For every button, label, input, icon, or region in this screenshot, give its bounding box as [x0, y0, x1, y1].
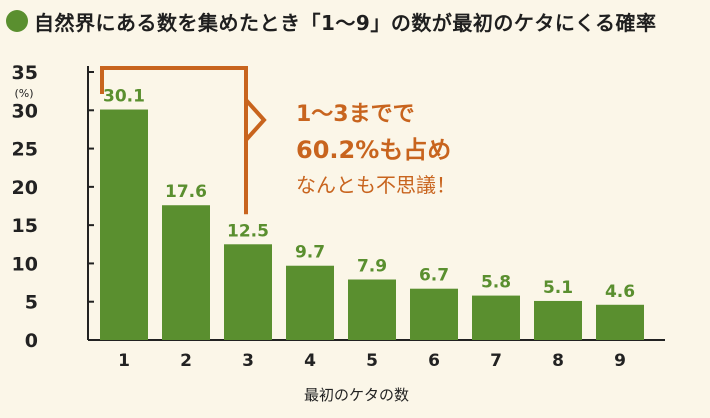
- y-tick-label: 30: [12, 100, 38, 122]
- y-tick-label: 10: [12, 253, 38, 275]
- data-label-7: 5.8: [481, 273, 511, 293]
- x-tick-label-1: 1: [118, 351, 130, 371]
- data-label-2: 17.6: [165, 182, 207, 202]
- data-label-4: 9.7: [295, 243, 325, 263]
- data-label-3: 12.5: [227, 221, 269, 241]
- bar-1: [100, 109, 148, 341]
- y-tick-label: 35: [12, 62, 38, 84]
- data-label-1: 30.1: [103, 87, 145, 107]
- bracket-line: [100, 66, 248, 215]
- bar-8: [534, 300, 582, 340]
- data-label-8: 5.1: [543, 278, 573, 298]
- x-tick-label-2: 2: [180, 351, 192, 371]
- data-label-9: 4.6: [605, 282, 635, 302]
- x-tick-label-8: 8: [552, 351, 564, 371]
- bar-5: [348, 279, 396, 340]
- y-tick-label: 15: [12, 215, 38, 237]
- y-axis-unit-label: (%): [14, 87, 33, 100]
- callout-line-3: なんとも不思議！: [296, 173, 456, 197]
- data-label-5: 7.9: [357, 257, 387, 277]
- chart-title: 自然界にある数を集めたとき「1～9」の数が最初のケタにくる確率: [34, 10, 657, 35]
- bar-4: [286, 265, 334, 340]
- y-tick-label: 0: [25, 330, 38, 352]
- y-tick-label: 20: [12, 177, 38, 199]
- data-label-6: 6.7: [419, 266, 449, 286]
- callout-annotation: 1～3までで 60.2%も占め なんとも不思議！: [296, 96, 456, 198]
- bar-7: [472, 295, 520, 340]
- chart-title-row: 自然界にある数を集めたとき「1～9」の数が最初のケタにくる確率: [6, 4, 657, 38]
- x-tick-label-9: 9: [614, 351, 626, 371]
- bar-3: [224, 244, 272, 340]
- bar-9: [596, 304, 644, 340]
- bracket-pointer: [244, 98, 267, 142]
- x-tick-label-6: 6: [428, 351, 440, 371]
- green-bullet-icon: [6, 10, 28, 32]
- callout-line-1: 1～3までで: [296, 102, 415, 127]
- bar-2: [162, 205, 210, 340]
- x-tick-label-3: 3: [242, 351, 254, 371]
- x-tick-label-5: 5: [366, 351, 378, 371]
- callout-line-2: 60.2%も占め: [296, 136, 452, 164]
- x-tick-label-7: 7: [490, 351, 502, 371]
- bar-6: [410, 288, 458, 340]
- x-tick-label-4: 4: [304, 351, 316, 371]
- x-axis-label: 最初のケタの数: [304, 386, 409, 404]
- y-tick-label: 5: [25, 292, 38, 314]
- y-tick-label: 25: [12, 139, 38, 161]
